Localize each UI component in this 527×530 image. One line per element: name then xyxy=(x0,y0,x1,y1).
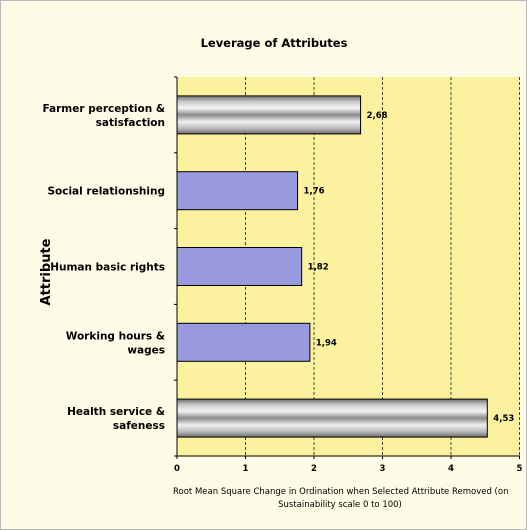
x-tick-label: 3 xyxy=(380,464,386,474)
category-label: Working hours & xyxy=(66,330,165,342)
bar xyxy=(176,247,303,286)
bars xyxy=(176,95,488,438)
x-tick-label: 4 xyxy=(448,464,454,474)
category-label: Health service & xyxy=(67,406,165,418)
data-label: 1,82 xyxy=(308,263,329,273)
x-axis-title-line-2: Sustainability scale 0 to 100) xyxy=(278,500,402,510)
bar xyxy=(176,398,488,438)
data-label: 1,94 xyxy=(316,338,337,348)
bar xyxy=(176,171,299,211)
labels: 0 1 2 3 4 5 2,68 Farmer perception & satisfactio… xyxy=(42,103,522,474)
category-label: wages xyxy=(127,344,165,356)
chart-title: Leverage of Attributes xyxy=(201,36,348,50)
category-label: Social relationshing xyxy=(47,186,165,198)
data-label: 1,76 xyxy=(304,187,325,197)
category-label: Human basic rights xyxy=(50,262,165,274)
gridlines xyxy=(245,77,520,456)
x-tick-label: 1 xyxy=(243,464,249,474)
x-tick-label: 5 xyxy=(517,464,523,474)
category-label: safeness xyxy=(113,420,165,432)
data-label: 4,53 xyxy=(493,414,514,424)
x-tick-label: 0 xyxy=(174,464,180,474)
bar xyxy=(176,322,311,362)
bar xyxy=(176,95,362,135)
category-label: satisfaction xyxy=(96,117,165,129)
x-axis-title-line-1: Root Mean Square Change in Ordination wh… xyxy=(173,487,508,497)
category-label: Farmer perception & xyxy=(42,103,165,115)
data-label: 2,68 xyxy=(367,111,388,121)
x-tick-label: 2 xyxy=(311,464,317,474)
y-axis-title: Attribute xyxy=(39,238,54,305)
